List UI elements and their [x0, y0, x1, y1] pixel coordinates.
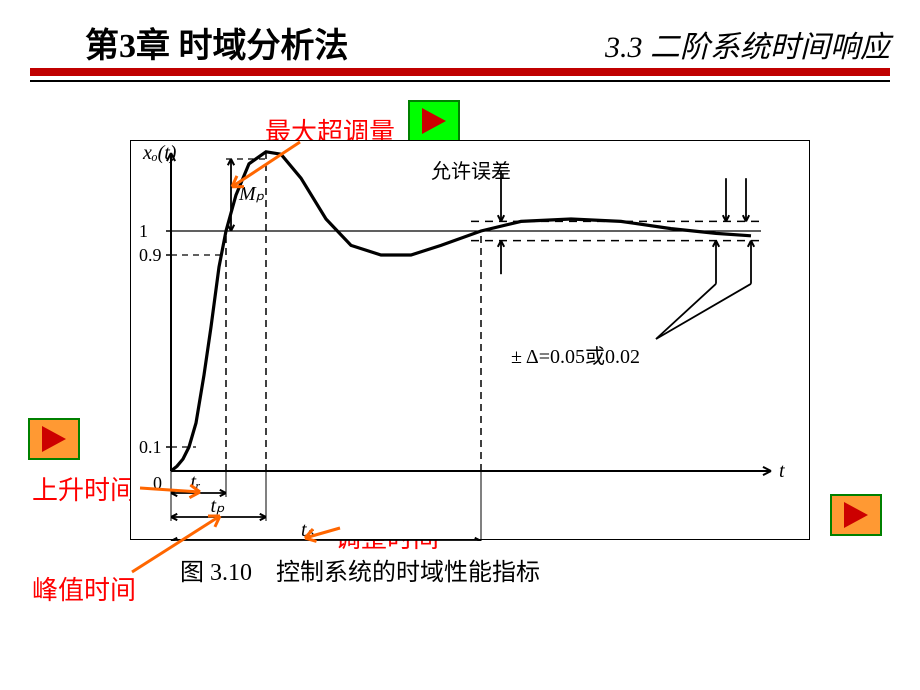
svg-text:Mₚ: Mₚ [238, 183, 265, 205]
label-rise-time: 上升时间 [32, 470, 136, 507]
title-underline-bar [30, 68, 890, 76]
svg-text:允许误差: 允许误差 [431, 160, 511, 183]
response-chart: xₒ(t) t 0 0.1 0.9 1 Mₚ 允许误差 ± Δ=0.05或0.02 tᵣtₚ tₛ [130, 140, 810, 540]
svg-text:xₒ(t): xₒ(t) [142, 142, 177, 164]
play-button-top[interactable] [408, 100, 460, 142]
svg-text:t: t [779, 460, 785, 482]
play-icon [844, 502, 868, 528]
title-underline-thin [30, 80, 890, 82]
svg-text:tₚ: tₚ [211, 495, 226, 517]
svg-text:± Δ=0.05或0.02: ± Δ=0.05或0.02 [511, 345, 640, 368]
figure-caption: 图 3.10 控制系统的时域性能指标 [180, 552, 540, 587]
chapter-title: 第3章 时域分析法 [85, 18, 349, 67]
svg-text:0: 0 [153, 473, 162, 493]
play-button-right[interactable] [830, 494, 882, 536]
play-icon [42, 426, 66, 452]
section-title: 3.3 二阶系统时间响应 [605, 22, 890, 66]
svg-text:tₛ: tₛ [301, 519, 315, 541]
slide-header: 第3章 时域分析法 3.3 二阶系统时间响应 [0, 0, 920, 80]
svg-text:1: 1 [139, 221, 148, 241]
svg-text:0.1: 0.1 [139, 437, 162, 457]
label-peak-time: 峰值时间 [32, 570, 136, 607]
svg-text:0.9: 0.9 [139, 245, 162, 265]
svg-text:tᵣ: tᵣ [191, 471, 202, 493]
chart-svg: xₒ(t) t 0 0.1 0.9 1 Mₚ 允许误差 ± Δ=0.05或0.02 tᵣtₚ tₛ [131, 141, 811, 541]
play-icon [422, 108, 446, 134]
play-button-left[interactable] [28, 418, 80, 460]
